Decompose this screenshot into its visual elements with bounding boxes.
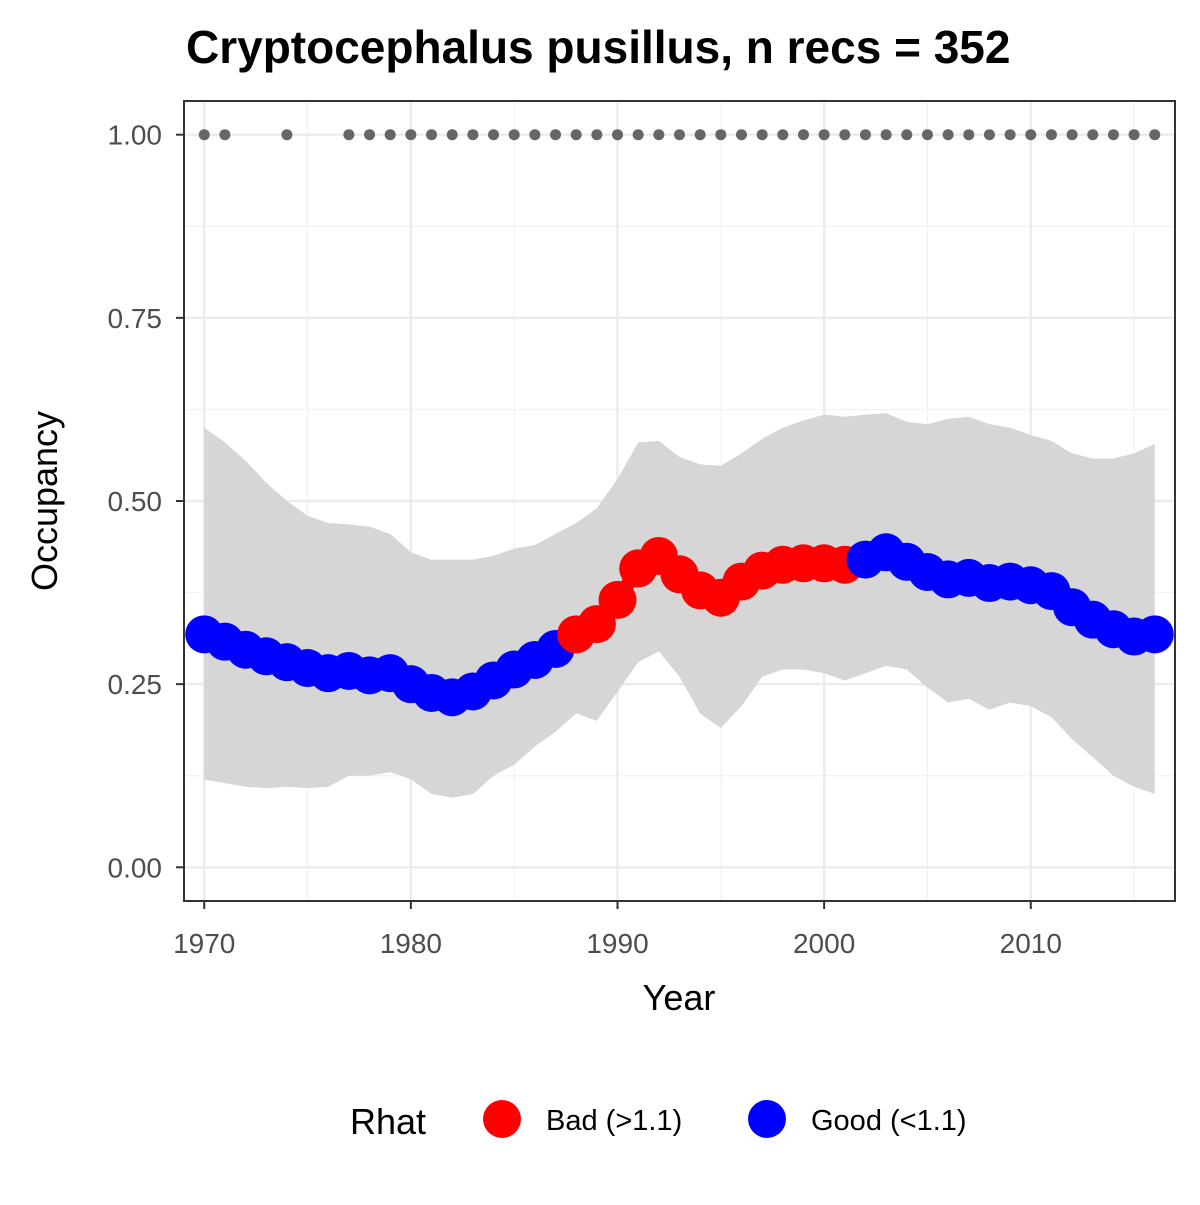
record-year-dot — [343, 129, 355, 141]
record-year-dot — [612, 129, 624, 141]
record-year-dot — [777, 129, 789, 141]
occupancy-points — [185, 533, 1174, 717]
record-year-dot — [1128, 129, 1140, 141]
record-year-dot — [426, 129, 438, 141]
chart-title: Cryptocephalus pusillus, n recs = 352 — [186, 21, 1010, 73]
axes: 1970 1980 1990 2000 2010 0.00 0.25 0.50 0.75 1.00 — [108, 120, 1062, 959]
record-year-dot — [405, 129, 417, 141]
y-tick-label: 0.75 — [108, 303, 163, 334]
record-year-dot — [859, 129, 871, 141]
record-year-dot — [715, 129, 727, 141]
occupancy-point-good — [1135, 615, 1174, 654]
record-year-dot — [446, 129, 458, 141]
x-tick-label: 2010 — [1000, 928, 1062, 959]
record-year-dot — [384, 129, 396, 141]
x-tick-label: 1990 — [586, 928, 648, 959]
y-axis-title: Occupancy — [24, 411, 65, 591]
y-tick-label: 0.50 — [108, 486, 163, 517]
record-year-dot — [1149, 129, 1161, 141]
record-year-dot — [756, 129, 768, 141]
legend-key-good — [748, 1100, 786, 1138]
record-year-dot — [818, 129, 830, 141]
x-tick-label: 1980 — [380, 928, 442, 959]
record-year-dot — [1087, 129, 1099, 141]
record-year-dot — [467, 129, 479, 141]
record-year-dot — [364, 129, 376, 141]
legend-key-bad — [483, 1100, 521, 1138]
record-year-dot — [1025, 129, 1037, 141]
record-year-dot — [1107, 129, 1119, 141]
record-year-dot — [529, 129, 541, 141]
record-year-dot — [674, 129, 685, 141]
record-year-dot — [797, 129, 809, 141]
record-year-dots — [198, 129, 1161, 141]
record-year-dot — [735, 129, 747, 141]
record-year-dot — [921, 129, 933, 141]
record-year-dot — [963, 129, 975, 141]
record-year-dot — [219, 129, 231, 141]
x-tick-label: 2000 — [793, 928, 855, 959]
record-year-dot — [591, 129, 603, 141]
record-year-dot — [880, 129, 892, 141]
legend-label-bad: Bad (>1.1) — [546, 1105, 682, 1137]
record-year-dot — [550, 129, 562, 141]
record-year-dot — [570, 129, 582, 141]
record-year-dot — [1004, 129, 1016, 141]
x-tick-label: 1970 — [173, 928, 235, 959]
record-year-dot — [942, 129, 954, 141]
record-year-dot — [653, 129, 665, 141]
record-year-dot — [983, 129, 995, 141]
legend: Rhat Bad (>1.1) Good (<1.1) — [350, 1100, 967, 1142]
record-year-dot — [281, 129, 293, 141]
y-tick-label: 1.00 — [108, 120, 163, 151]
record-year-dot — [632, 129, 644, 141]
y-tick-label: 0.25 — [108, 669, 163, 700]
x-axis-title: Year — [643, 977, 716, 1018]
record-year-dot — [901, 129, 913, 141]
occupancy-point-bad — [598, 580, 637, 619]
legend-label-good: Good (<1.1) — [811, 1105, 967, 1137]
record-year-dot — [694, 129, 706, 141]
record-year-dot — [508, 129, 520, 141]
y-tick-label: 0.00 — [108, 852, 163, 883]
record-year-dot — [839, 129, 851, 141]
record-year-dot — [488, 129, 500, 141]
record-year-dot — [198, 129, 210, 141]
legend-title: Rhat — [350, 1101, 426, 1142]
record-year-dot — [1066, 129, 1078, 141]
record-year-dot — [1045, 129, 1057, 141]
